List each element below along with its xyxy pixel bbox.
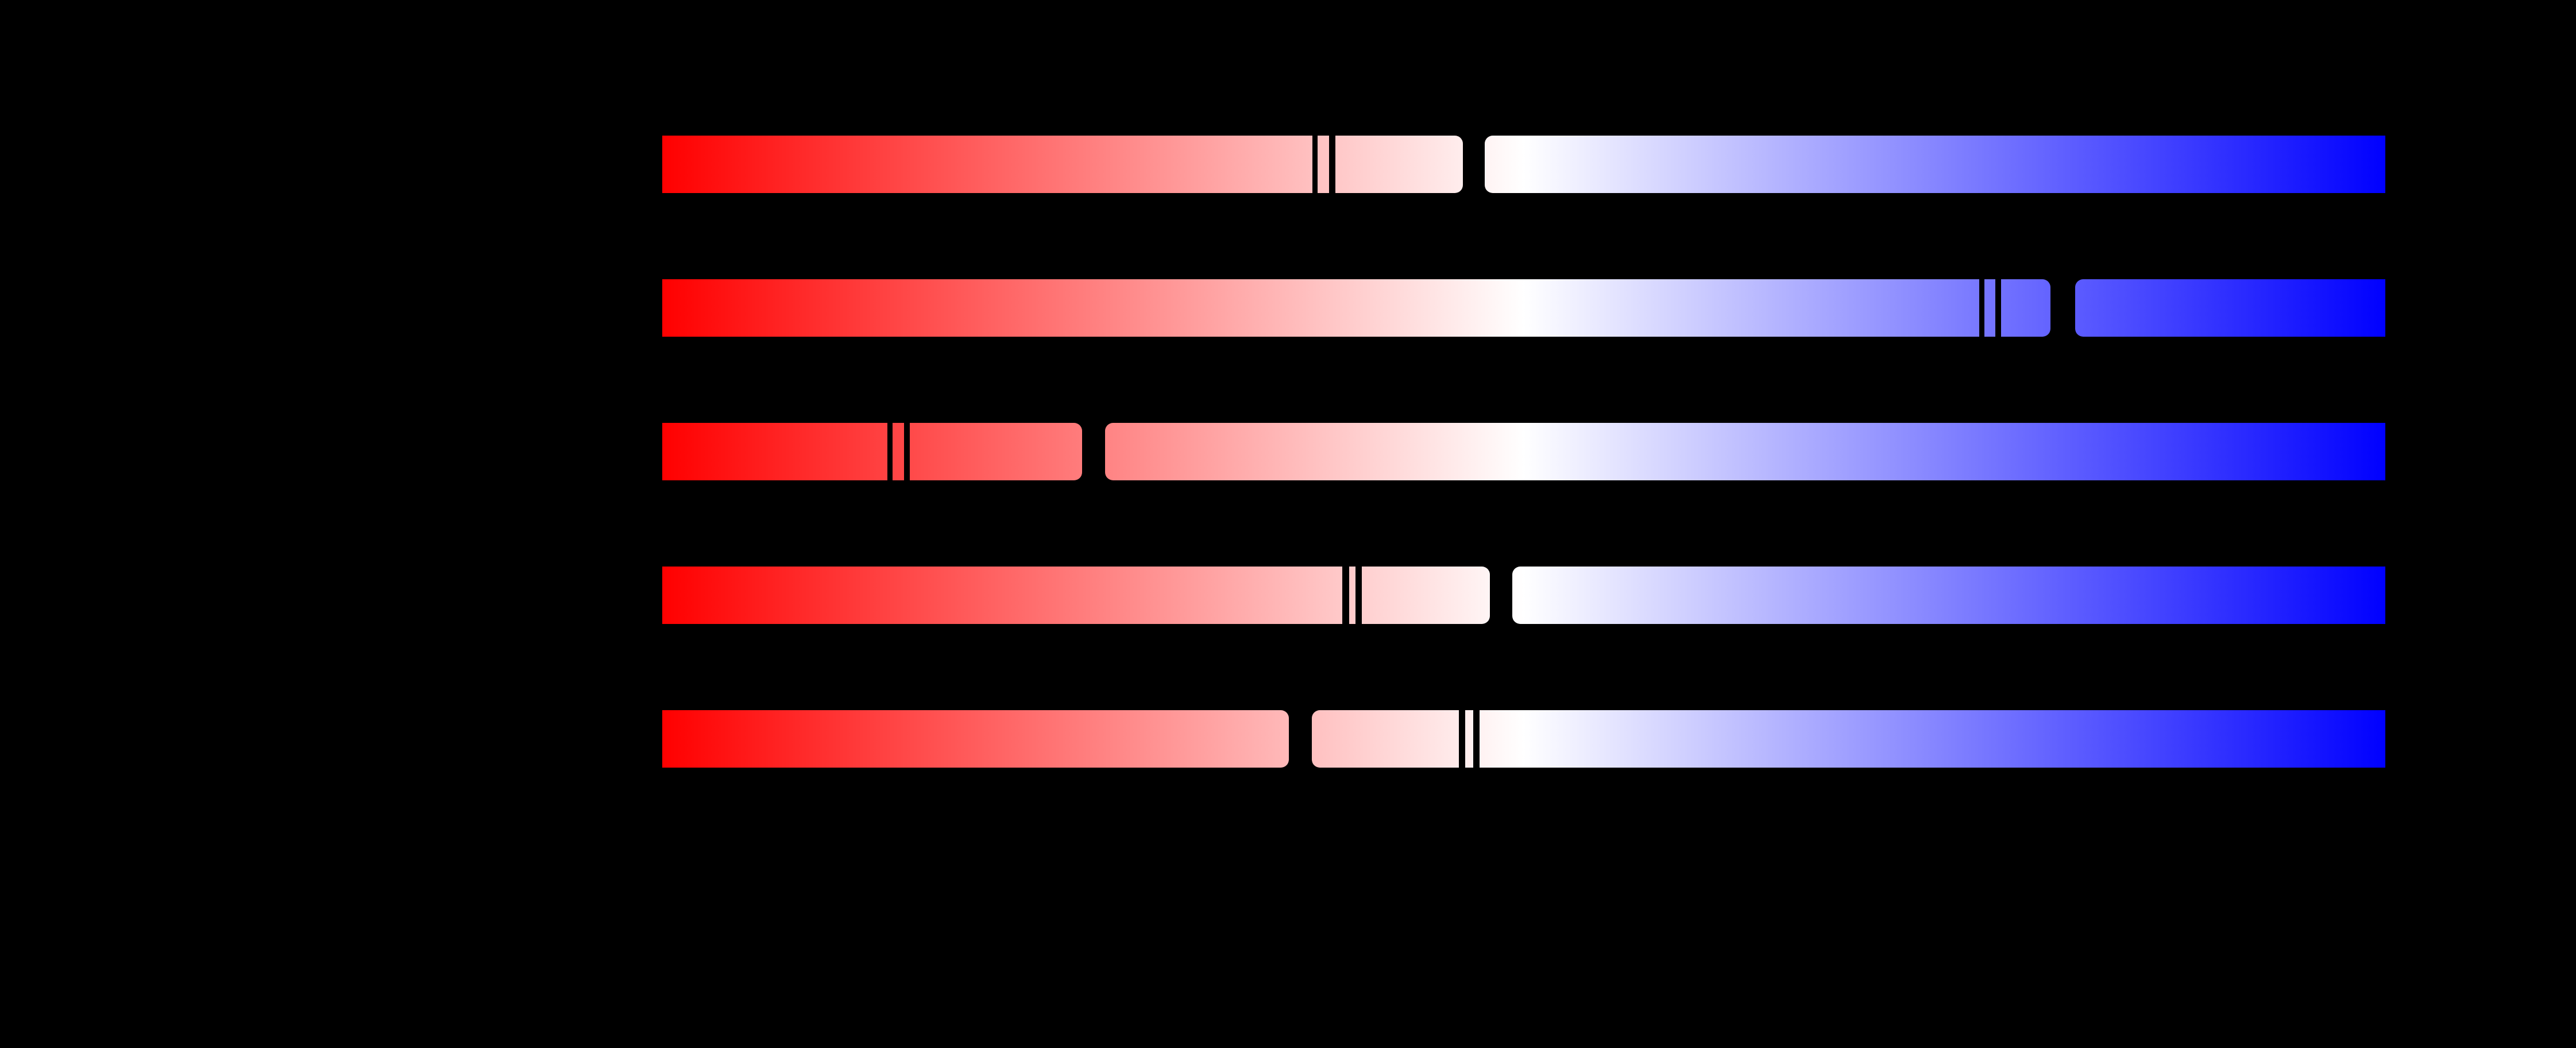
bar-segment xyxy=(1480,710,2385,768)
bar-segment xyxy=(2001,279,2050,337)
bar-segment xyxy=(1312,710,1459,768)
bar-segment xyxy=(1349,567,1355,624)
bar-segment xyxy=(1512,567,2385,624)
bar-segment xyxy=(2075,279,2385,337)
bar-segment xyxy=(893,423,904,480)
bar-segment xyxy=(910,423,1082,480)
bar-segment xyxy=(662,423,887,480)
gradient-bar-row-2 xyxy=(662,279,2385,337)
gradient-bar-row-5 xyxy=(662,710,2385,768)
bar-segment xyxy=(1362,567,1490,624)
bar-segment xyxy=(1465,710,1473,768)
bar-segment xyxy=(662,279,1979,337)
bar-segment xyxy=(1335,136,1463,193)
bar-segment xyxy=(1105,423,2385,480)
bar-segment xyxy=(662,710,1289,768)
bar-segment xyxy=(662,567,1342,624)
gradient-bar-row-1 xyxy=(662,136,2385,193)
gradient-bar-row-4 xyxy=(662,567,2385,624)
bar-segment xyxy=(662,136,1312,193)
bar-segment xyxy=(1984,279,1995,337)
bar-segment xyxy=(1485,136,2385,193)
bar-segment xyxy=(1318,136,1329,193)
gradient-bar-row-3 xyxy=(662,423,2385,480)
